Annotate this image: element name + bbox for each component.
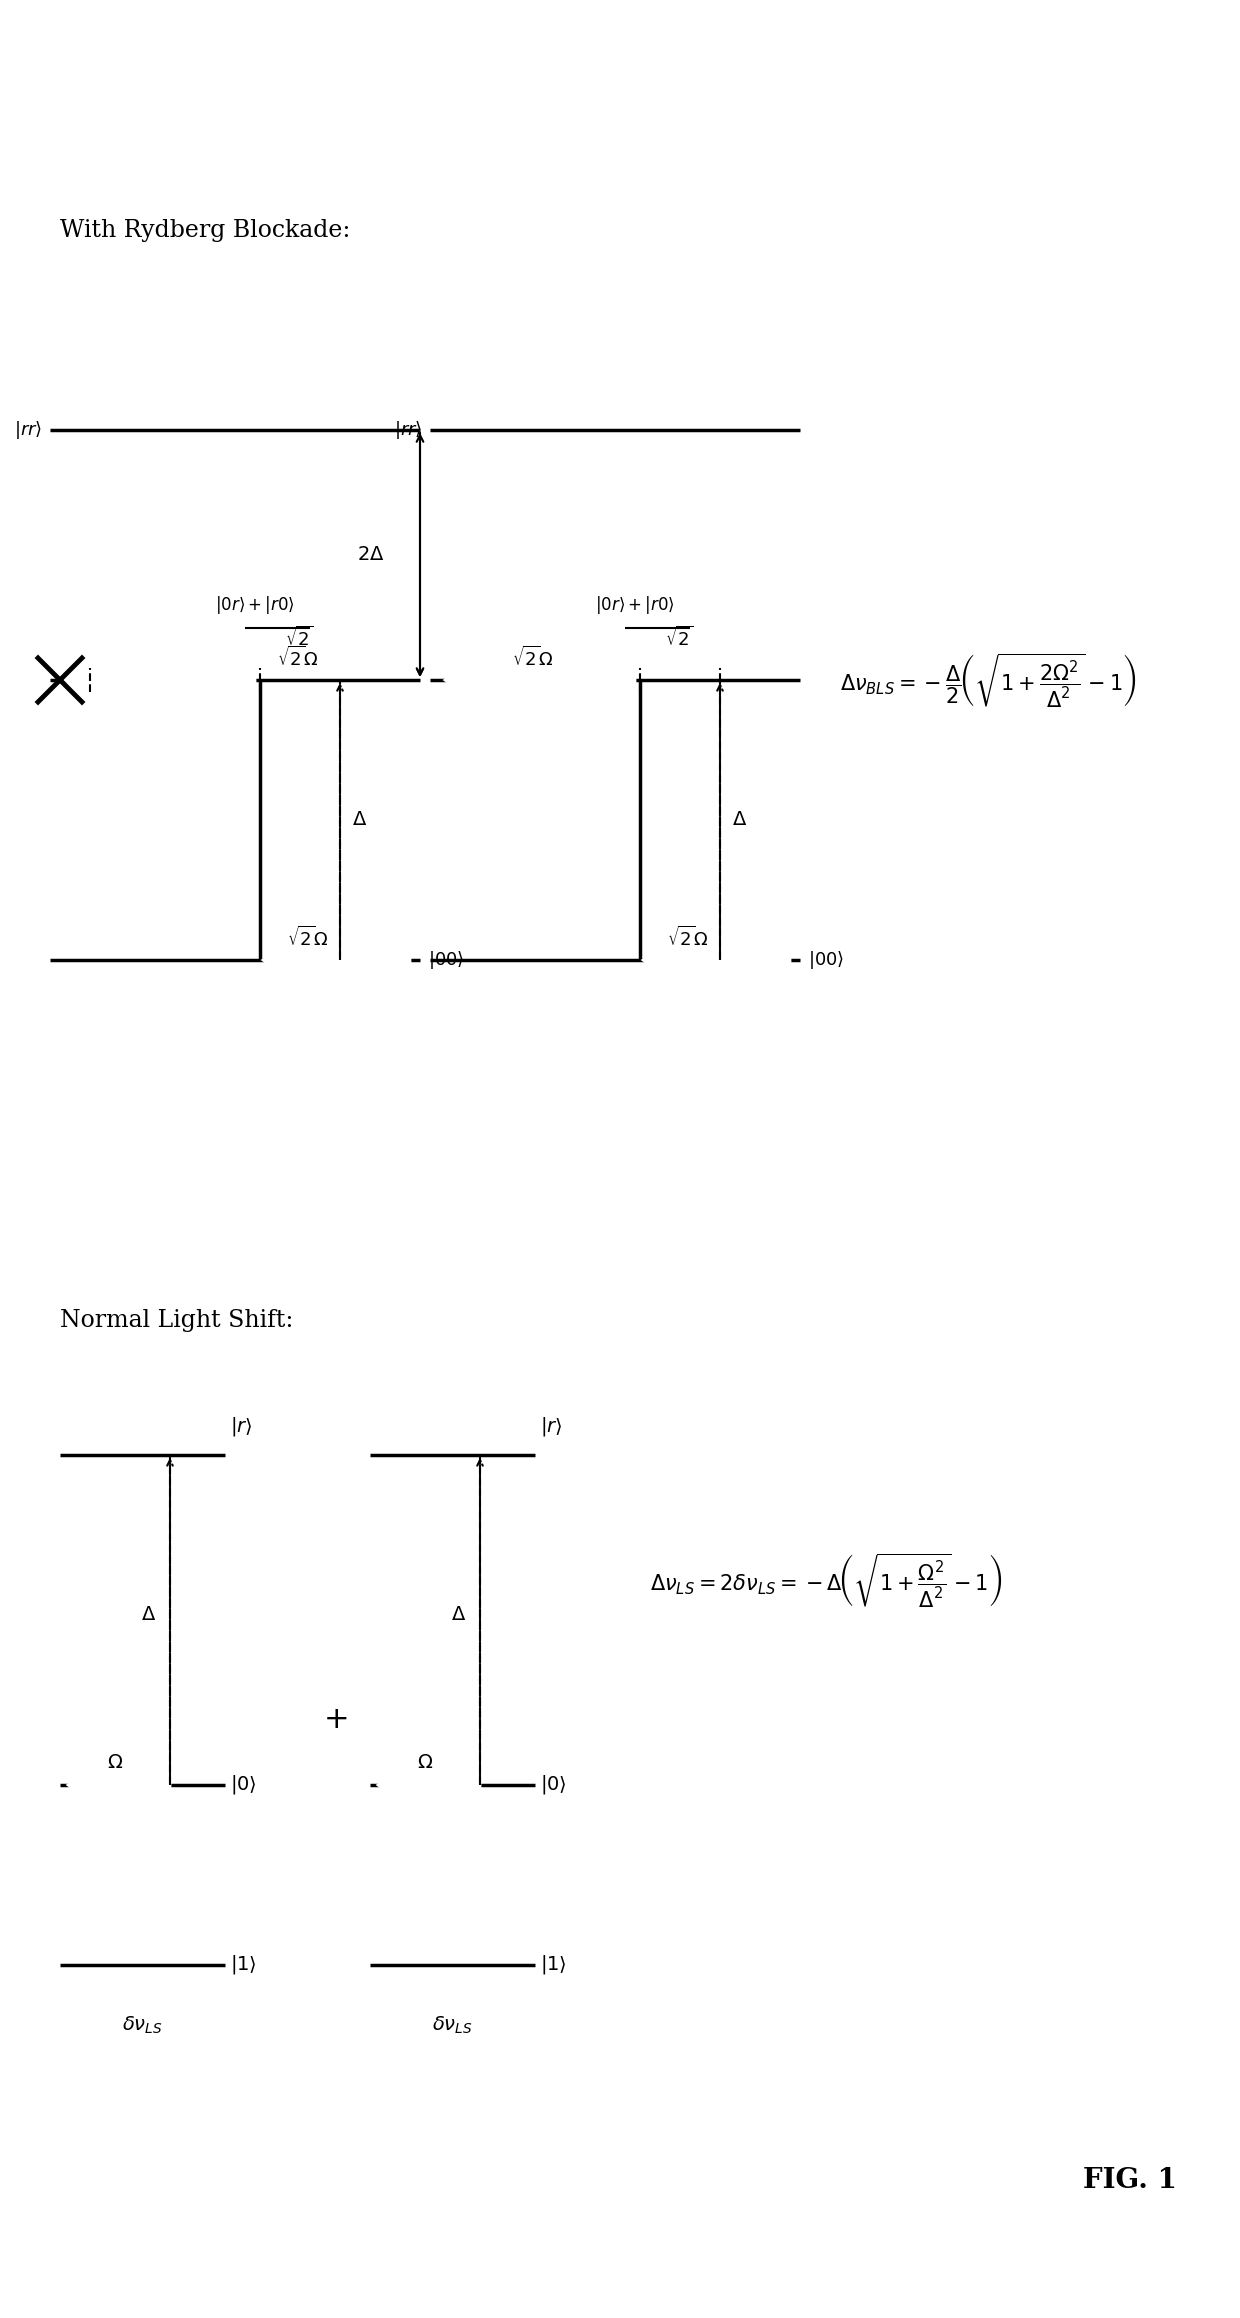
- Text: $\Delta$: $\Delta$: [141, 1606, 156, 1625]
- Text: $\sqrt{2}\Omega$: $\sqrt{2}\Omega$: [667, 925, 708, 950]
- Text: $|0r\rangle+|r0\rangle$: $|0r\rangle+|r0\rangle$: [595, 593, 675, 617]
- Text: $\delta\nu_{LS}$: $\delta\nu_{LS}$: [123, 2014, 162, 2035]
- Text: $\Delta\nu_{BLS} = -\dfrac{\Delta}{2}\!\left(\sqrt{1+\dfrac{2\Omega^2}{\Delta^2}: $\Delta\nu_{BLS} = -\dfrac{\Delta}{2}\!\…: [839, 651, 1137, 709]
- Text: $\Delta$: $\Delta$: [352, 811, 367, 830]
- Text: $+$: $+$: [322, 1704, 347, 1736]
- FancyArrow shape: [68, 1771, 170, 1799]
- Text: With Rydberg Blockade:: With Rydberg Blockade:: [60, 218, 351, 241]
- Text: $\delta\nu_{LS}$: $\delta\nu_{LS}$: [433, 2014, 472, 2035]
- Text: $|r\rangle$: $|r\rangle$: [229, 1416, 253, 1439]
- Text: $|rr\rangle$: $|rr\rangle$: [14, 420, 42, 440]
- Text: $|00\rangle$: $|00\rangle$: [808, 948, 844, 971]
- Text: $|0\rangle$: $|0\rangle$: [539, 1773, 567, 1796]
- Text: $\Delta\nu_{LS} = 2\delta\nu_{LS} = -\Delta\!\left(\sqrt{1+\dfrac{\Omega^2}{\Del: $\Delta\nu_{LS} = 2\delta\nu_{LS} = -\De…: [650, 1551, 1002, 1609]
- Text: $|0\rangle$: $|0\rangle$: [229, 1773, 257, 1796]
- Text: Normal Light Shift:: Normal Light Shift:: [60, 1307, 294, 1331]
- Text: $\Omega$: $\Omega$: [107, 1755, 123, 1771]
- Text: $\Delta$: $\Delta$: [732, 811, 748, 830]
- Text: $|r\rangle$: $|r\rangle$: [539, 1416, 563, 1439]
- Text: $|rr\rangle$: $|rr\rangle$: [394, 420, 422, 440]
- Text: $\Delta$: $\Delta$: [451, 1606, 466, 1625]
- Text: $\Omega$: $\Omega$: [417, 1755, 433, 1771]
- Text: FIG. 1: FIG. 1: [1083, 2167, 1177, 2193]
- Text: $2\Delta$: $2\Delta$: [357, 547, 384, 563]
- FancyArrow shape: [378, 1771, 480, 1799]
- Text: $\sqrt{2}$: $\sqrt{2}$: [285, 626, 314, 649]
- Text: $|1\rangle$: $|1\rangle$: [539, 1954, 567, 1977]
- FancyArrow shape: [263, 946, 410, 974]
- FancyArrow shape: [644, 946, 790, 974]
- Text: $|1\rangle$: $|1\rangle$: [229, 1954, 257, 1977]
- Text: $|00\rangle$: $|00\rangle$: [428, 948, 465, 971]
- Text: $\sqrt{2}\Omega$: $\sqrt{2}\Omega$: [277, 647, 319, 670]
- FancyArrow shape: [64, 665, 255, 695]
- FancyArrow shape: [445, 665, 635, 695]
- Text: $\sqrt{2}\Omega$: $\sqrt{2}\Omega$: [286, 925, 329, 950]
- Text: $|0r\rangle+|r0\rangle$: $|0r\rangle+|r0\rangle$: [215, 593, 295, 617]
- Text: $\sqrt{2}\Omega$: $\sqrt{2}\Omega$: [512, 647, 553, 670]
- Text: $\sqrt{2}$: $\sqrt{2}$: [665, 626, 693, 649]
